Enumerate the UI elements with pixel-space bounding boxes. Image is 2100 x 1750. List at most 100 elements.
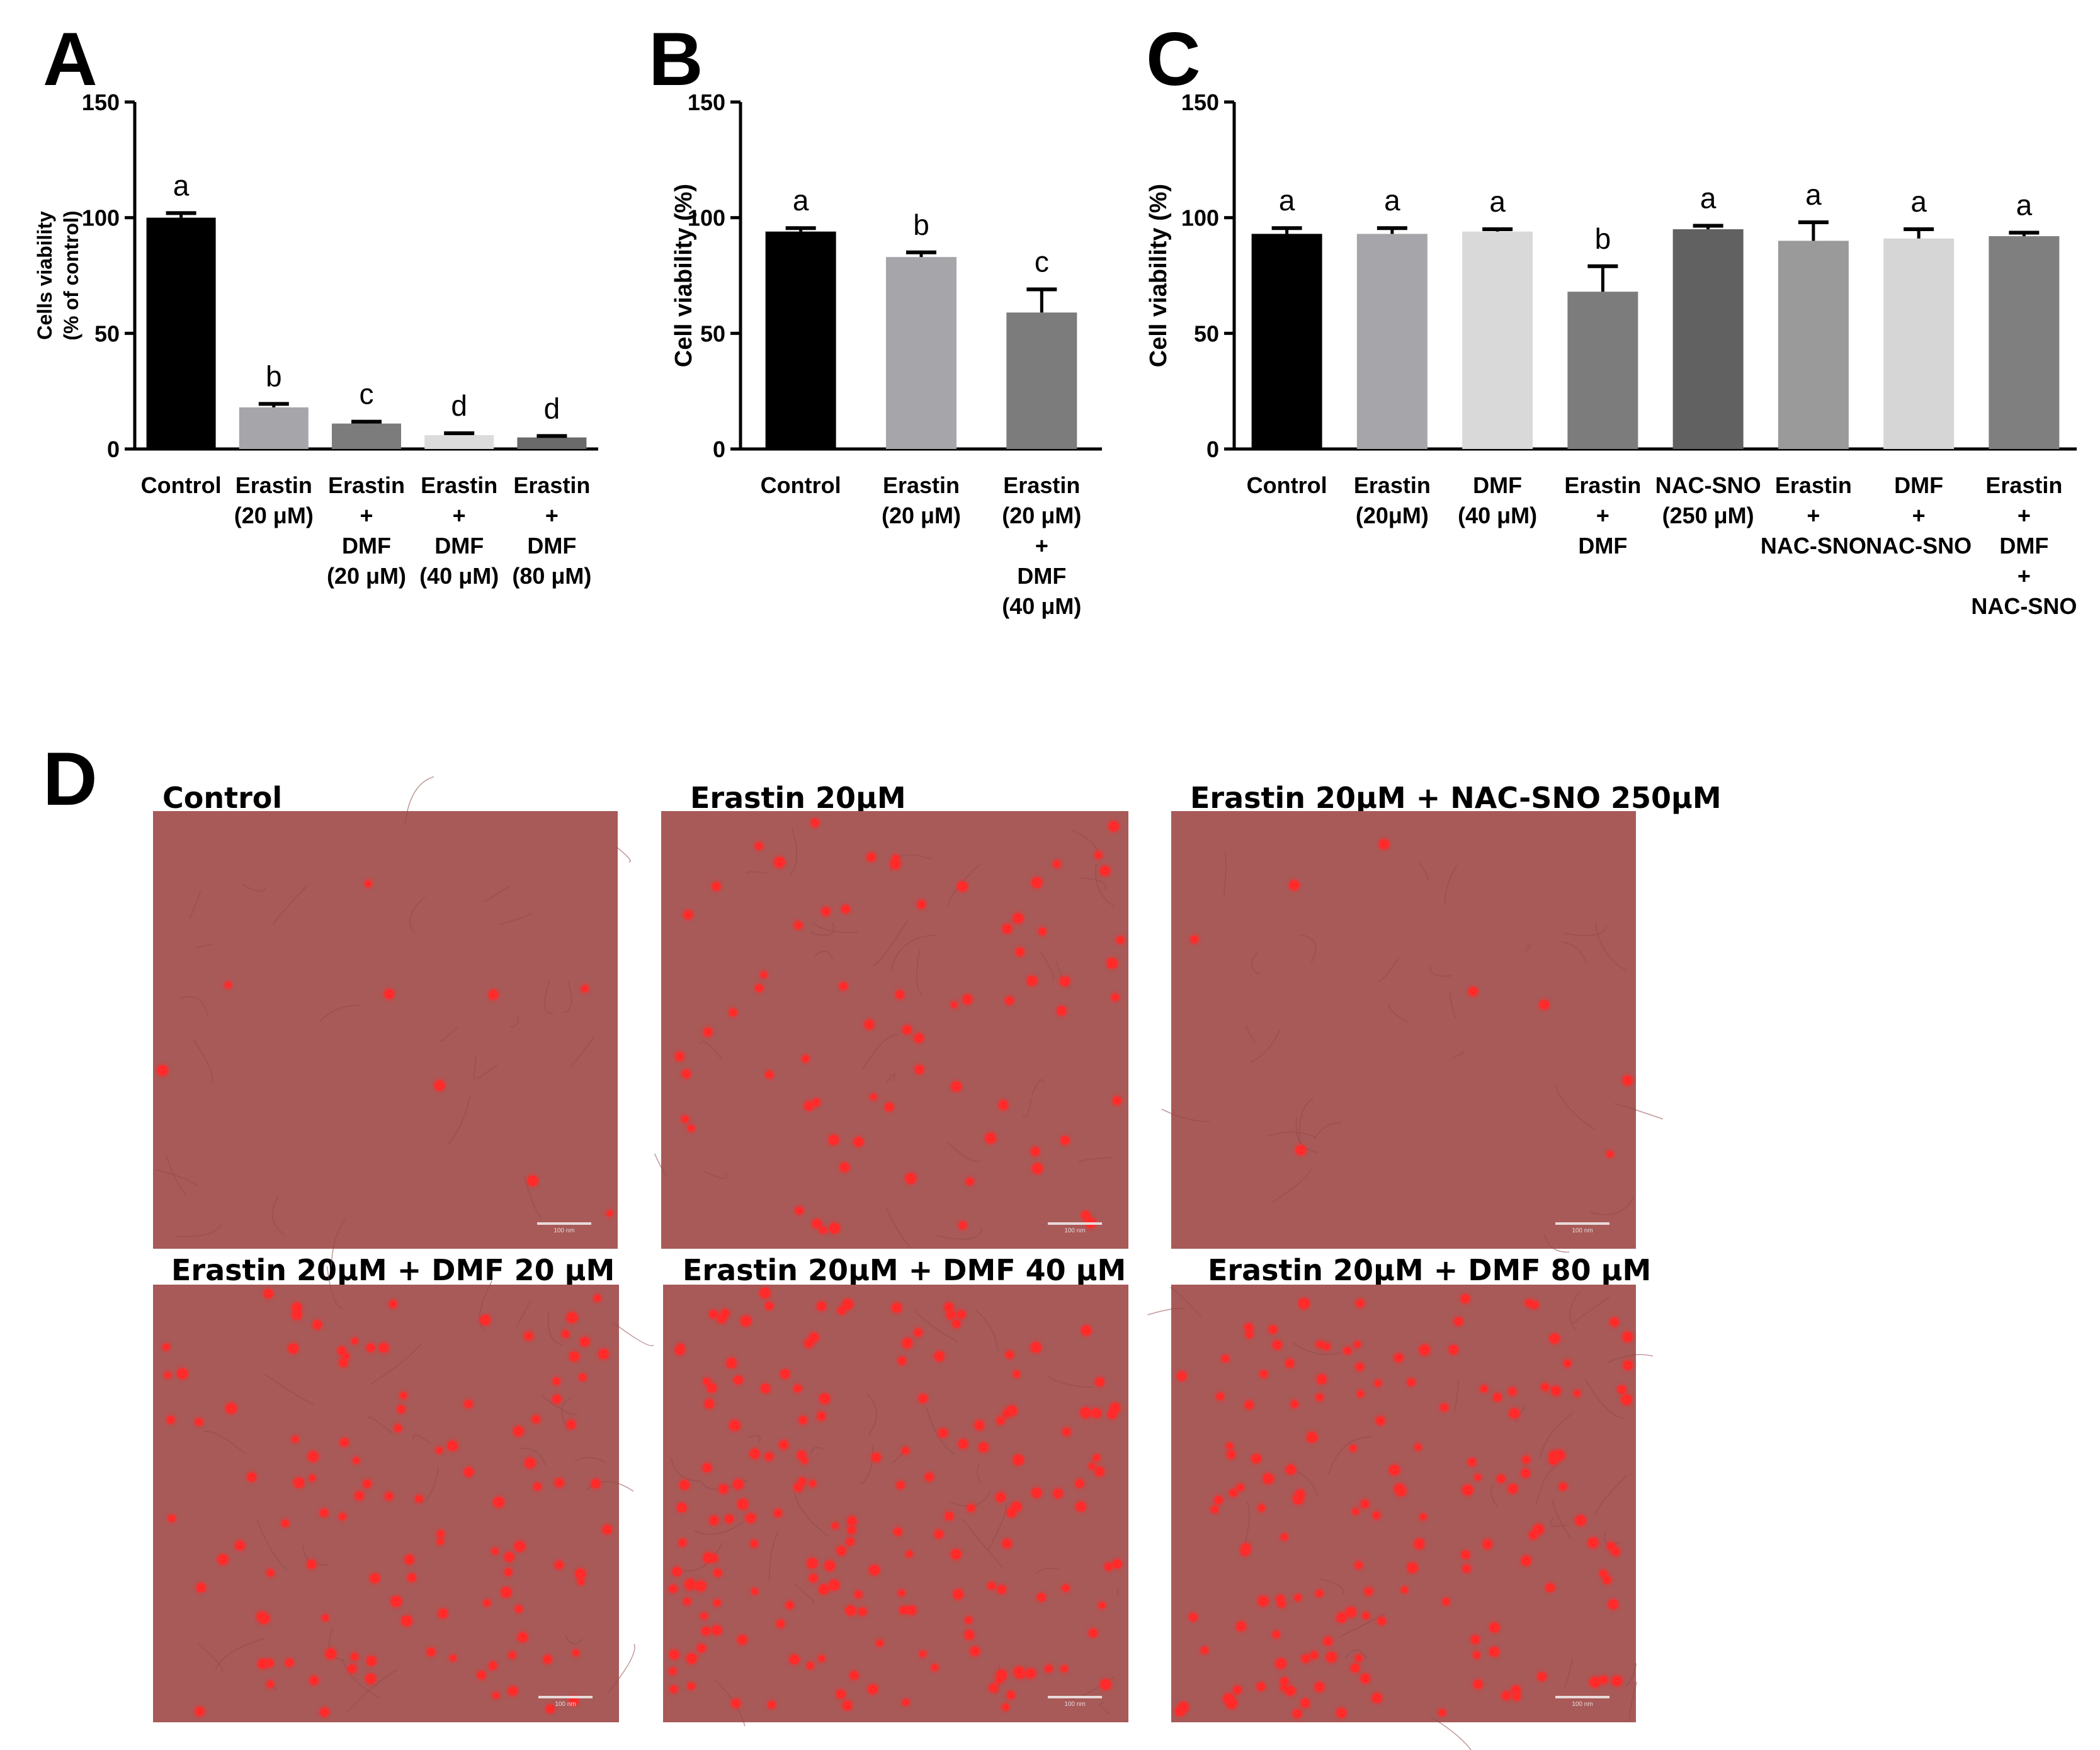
red-cell: [902, 1447, 909, 1455]
significance-letter: a: [793, 184, 809, 217]
red-cell: [572, 1649, 579, 1656]
red-cell: [1454, 1317, 1463, 1326]
red-cell: [989, 1683, 998, 1693]
red-cell: [1537, 1672, 1547, 1681]
red-cell: [718, 1484, 729, 1494]
cell-outline: [326, 1266, 343, 1309]
red-cell: [339, 1358, 348, 1367]
red-cell: [1414, 1443, 1422, 1451]
cell-outline: [1328, 1436, 1371, 1475]
red-cell: [836, 1690, 846, 1699]
micrograph-erastin-dmf20: 100 nm: [153, 1266, 654, 1722]
red-cell: [679, 1480, 690, 1490]
red-cell: [569, 1351, 579, 1361]
red-cell: [258, 1659, 268, 1669]
red-cell: [876, 1640, 883, 1647]
red-cell: [1293, 1494, 1303, 1504]
scale-bar: [1048, 1696, 1102, 1698]
red-cell: [871, 1453, 881, 1462]
red-cell: [1037, 1593, 1046, 1602]
red-cell: [1394, 1353, 1404, 1363]
red-cell: [1060, 976, 1070, 986]
cell-outline: [860, 1445, 873, 1486]
red-cell: [849, 1671, 859, 1680]
red-cell: [1533, 1524, 1544, 1535]
red-cell: [765, 1452, 773, 1461]
red-cell: [489, 990, 499, 1000]
bar: [517, 437, 587, 449]
cell-outline: [1095, 863, 1115, 907]
red-cell: [1316, 1341, 1324, 1348]
red-cell: [712, 1625, 722, 1635]
red-cell: [309, 1475, 315, 1482]
red-cell: [1623, 1076, 1633, 1086]
red-cell: [1251, 1454, 1261, 1463]
red-cell: [1522, 1455, 1530, 1463]
red-cell: [309, 1676, 319, 1685]
cell-outline: [1614, 1103, 1664, 1120]
red-cell: [195, 1418, 203, 1426]
red-cell: [919, 1651, 926, 1657]
cell-outline: [499, 912, 532, 926]
cell-outline: [914, 1309, 959, 1343]
red-cell: [562, 1330, 569, 1338]
cell-outline: [1626, 1663, 1637, 1686]
red-cell: [914, 1328, 922, 1337]
red-cell: [1344, 1347, 1351, 1355]
red-cell: [1002, 1539, 1012, 1548]
red-cell: [1216, 1392, 1224, 1401]
red-cell: [525, 1458, 535, 1469]
red-cell: [1032, 1163, 1043, 1174]
cell-outline: [704, 1171, 727, 1179]
red-cell: [1419, 1344, 1430, 1355]
scale-bar: [537, 1222, 591, 1225]
red-cell: [1378, 1617, 1386, 1625]
red-cell: [670, 1685, 678, 1693]
red-cell: [363, 1479, 372, 1488]
bar: [1672, 229, 1744, 449]
red-cell: [1031, 877, 1042, 888]
red-cell: [426, 1647, 436, 1656]
red-cell: [1599, 1570, 1608, 1577]
red-cell: [1468, 1458, 1476, 1467]
red-cell: [555, 1478, 564, 1487]
cell-outline: [1431, 1717, 1472, 1750]
red-cell: [1273, 1340, 1282, 1349]
cell-outline: [341, 1659, 380, 1698]
red-cell: [896, 1481, 905, 1489]
cell-outline: [448, 1095, 471, 1145]
red-cell: [707, 1383, 717, 1393]
red-cell: [938, 1428, 948, 1438]
cell-outline: [484, 885, 511, 902]
red-cell: [533, 1482, 542, 1491]
red-cell: [768, 1701, 776, 1709]
category-label: NAC-SNO: [1761, 533, 1866, 559]
micrograph-title-erastin-dmf80: Erastin 20μM + DMF 80 μM: [1208, 1253, 1651, 1287]
red-cell: [1564, 1360, 1572, 1368]
red-cell: [1094, 851, 1103, 859]
cell-outline: [346, 1669, 397, 1713]
cell-outline: [1450, 992, 1456, 1019]
category-label: Erastin: [513, 472, 590, 498]
red-cell: [1285, 1359, 1295, 1368]
cell-outline: [1170, 1287, 1202, 1317]
red-cell: [1276, 1595, 1285, 1603]
category-label: Erastin: [236, 472, 312, 498]
red-cell: [1062, 1584, 1070, 1592]
panel-letter-d: D: [43, 737, 98, 821]
red-cell: [1080, 1407, 1091, 1418]
cell-outline: [198, 1643, 223, 1672]
significance-letter: a: [173, 169, 190, 202]
category-label: Erastin: [1003, 472, 1080, 498]
red-cell: [965, 1616, 972, 1624]
cell-outline: [700, 1041, 723, 1060]
red-cell: [1401, 1586, 1408, 1593]
significance-letter: c: [360, 378, 374, 411]
red-cell: [1229, 1489, 1237, 1497]
micrograph-background: [153, 811, 618, 1249]
red-cell: [1027, 975, 1037, 986]
red-cell: [958, 1439, 968, 1449]
red-cell: [795, 1207, 803, 1215]
red-cell: [1006, 1691, 1015, 1700]
red-cell: [774, 856, 785, 868]
